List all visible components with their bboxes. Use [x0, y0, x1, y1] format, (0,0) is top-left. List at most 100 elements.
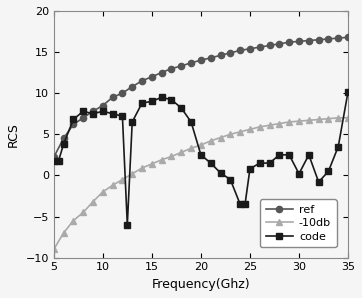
code — [110, 112, 115, 116]
code — [297, 172, 301, 176]
code — [189, 120, 193, 124]
code — [199, 153, 203, 157]
Y-axis label: RCS: RCS — [7, 122, 20, 147]
code — [91, 112, 95, 116]
code — [248, 167, 252, 171]
code — [346, 90, 350, 93]
code — [228, 178, 232, 181]
Line: code: code — [51, 89, 351, 228]
ref — [199, 58, 203, 62]
code — [125, 223, 130, 226]
ref — [228, 51, 232, 55]
-10db — [81, 211, 85, 214]
-10db — [150, 162, 154, 166]
-10db — [287, 120, 291, 124]
-10db — [140, 166, 144, 170]
code — [238, 202, 242, 206]
-10db — [120, 178, 125, 181]
code — [51, 160, 56, 163]
code — [140, 101, 144, 105]
ref — [326, 37, 331, 41]
-10db — [326, 117, 331, 120]
ref — [238, 49, 242, 52]
ref — [179, 64, 184, 68]
-10db — [189, 147, 193, 150]
-10db — [258, 125, 262, 129]
code — [120, 114, 125, 118]
code — [56, 159, 61, 162]
ref — [209, 56, 213, 60]
-10db — [130, 172, 134, 176]
-10db — [228, 133, 232, 136]
ref — [248, 47, 252, 51]
-10db — [297, 119, 301, 123]
-10db — [336, 116, 340, 119]
code — [316, 180, 321, 184]
-10db — [101, 190, 105, 194]
ref — [268, 44, 272, 47]
-10db — [179, 150, 184, 154]
-10db — [160, 158, 164, 162]
ref — [307, 39, 311, 42]
-10db — [307, 119, 311, 122]
code — [169, 98, 174, 102]
-10db — [218, 136, 223, 139]
ref — [51, 156, 56, 159]
-10db — [209, 139, 213, 143]
-10db — [277, 122, 282, 125]
X-axis label: Frequency(Ghz): Frequency(Ghz) — [152, 278, 250, 291]
Line: ref: ref — [51, 34, 351, 160]
code — [179, 106, 184, 110]
code — [218, 171, 223, 175]
code — [81, 109, 85, 113]
ref — [258, 45, 262, 49]
-10db — [110, 184, 115, 187]
ref — [169, 67, 174, 70]
code — [287, 153, 291, 157]
code — [150, 100, 154, 103]
ref — [297, 40, 301, 43]
ref — [287, 41, 291, 44]
code — [307, 153, 311, 157]
ref — [110, 95, 115, 99]
code — [258, 161, 262, 165]
ref — [81, 116, 85, 119]
-10db — [268, 123, 272, 127]
-10db — [199, 143, 203, 147]
code — [71, 118, 76, 121]
ref — [336, 36, 340, 40]
ref — [346, 35, 350, 39]
-10db — [316, 118, 321, 121]
ref — [120, 91, 125, 95]
code — [130, 120, 134, 124]
ref — [189, 61, 193, 65]
ref — [62, 136, 66, 140]
code — [336, 145, 340, 148]
-10db — [248, 128, 252, 131]
ref — [71, 123, 76, 126]
ref — [277, 42, 282, 46]
code — [268, 161, 272, 165]
-10db — [71, 219, 76, 222]
ref — [140, 79, 144, 83]
Line: -10db: -10db — [51, 115, 351, 252]
ref — [150, 75, 154, 78]
ref — [101, 104, 105, 107]
code — [277, 153, 282, 157]
ref — [218, 54, 223, 57]
-10db — [169, 155, 174, 158]
code — [209, 161, 213, 165]
ref — [91, 109, 95, 113]
code — [101, 109, 105, 113]
Legend: ref, -10db, code: ref, -10db, code — [260, 199, 337, 247]
ref — [130, 85, 134, 89]
code — [326, 170, 331, 173]
code — [62, 142, 66, 146]
-10db — [346, 116, 350, 119]
code — [243, 202, 247, 206]
-10db — [62, 231, 66, 235]
code — [160, 95, 164, 99]
ref — [160, 71, 164, 74]
-10db — [51, 248, 56, 251]
-10db — [238, 130, 242, 134]
